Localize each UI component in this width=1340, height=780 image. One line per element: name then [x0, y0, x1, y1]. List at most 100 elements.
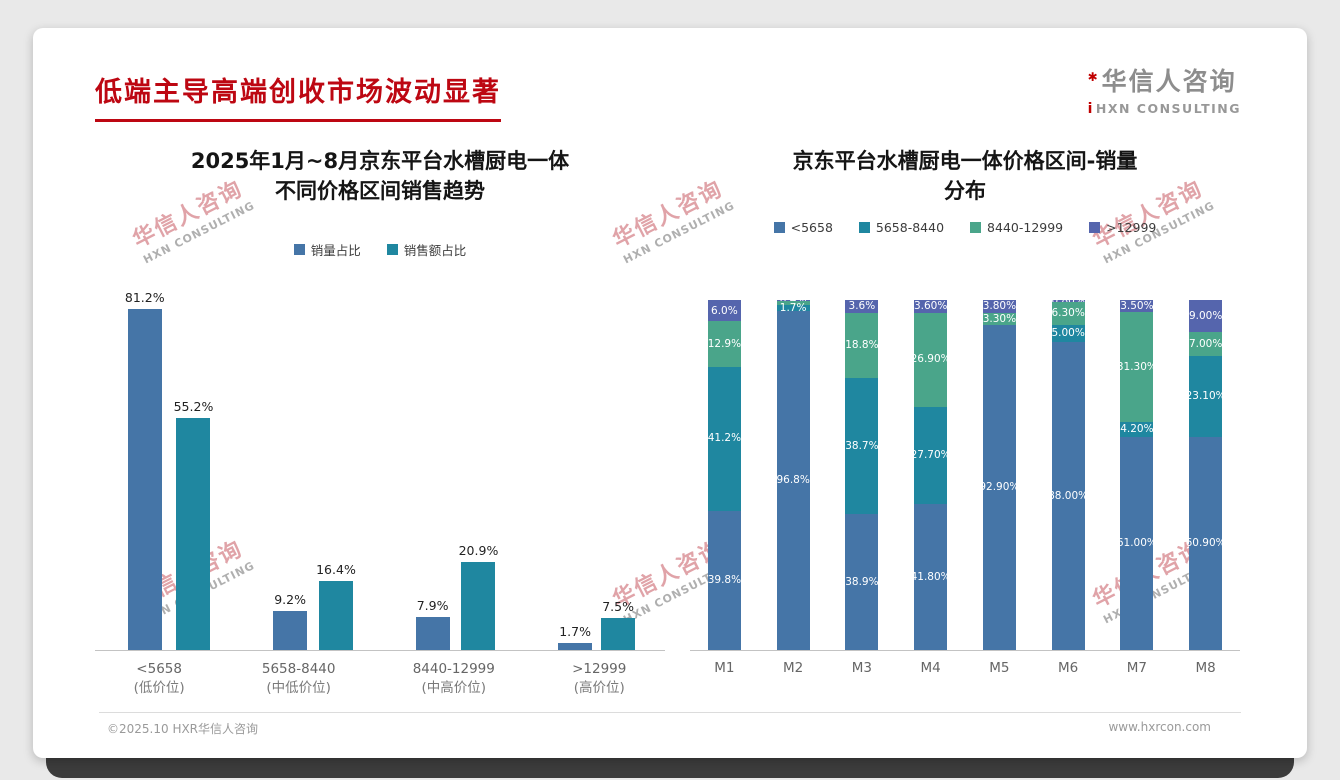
segment-value-label: 3.50% — [1120, 299, 1154, 312]
segment-value-label: 38.7% — [845, 439, 879, 452]
legend-label: <5658 — [790, 220, 833, 235]
page-title: 低端主导高端创收市场波动显著 — [95, 70, 501, 122]
bar-segment: 27.70% — [911, 406, 951, 504]
stacked-bar: 0.80% 6.30% 5.00% 88.00% — [1048, 296, 1088, 650]
logo-cn-text: ✱华信人咨询 — [1088, 62, 1241, 98]
logo-asterisk-icon: ✱ — [1087, 70, 1100, 84]
bar-segment: 38.7% — [845, 378, 879, 514]
left-chart-title-line2: 不同价格区间销售趋势 — [275, 179, 485, 203]
slide: 低端主导高端创收市场波动显著 ✱华信人咨询 i HXN CONSULTING 20… — [33, 28, 1307, 758]
bar-segment: 31.30% — [1117, 312, 1157, 422]
bar-segment: 3.50% — [1120, 299, 1154, 313]
stacked-bar: 3.50% 31.30% 4.20% 61.00% — [1117, 299, 1157, 650]
bar-rect — [127, 309, 162, 650]
segment-value-label: 3.6% — [848, 300, 876, 313]
legend-item: 8440-12999 — [970, 220, 1063, 235]
segment-value-label: 61.00% — [1116, 537, 1157, 549]
bar-segment: 3.80% — [982, 300, 1017, 314]
legend-swatch — [293, 244, 305, 255]
x-axis-label: <5658 (低价位) — [134, 660, 185, 698]
left-chart-xlabels: <5658 (低价位) 5658-8440 (中低价位) 8440-12999 (中高价位… — [95, 660, 665, 698]
right-chart-title-line2: 分布 — [944, 179, 986, 203]
legend-item: 销售额占比 — [386, 240, 467, 259]
footer-url: www.hxrcon.com — [1108, 720, 1211, 734]
segment-value-label: 9.00% — [1188, 309, 1223, 322]
segment-value-label: 1.7% — [779, 301, 807, 314]
x-axis-label: 8440-12999 (中高价位) — [413, 660, 495, 698]
x-axis-label: M3 — [851, 660, 872, 676]
stacked-bar: 3.6% 18.8% 38.7% 38.9% — [845, 300, 879, 650]
bar-segment — [776, 301, 810, 306]
bar-segment: 3.60% — [914, 300, 947, 313]
bar-segment: 9.00% — [1189, 300, 1222, 332]
legend-swatch — [970, 222, 982, 233]
segment-value-label: 3.80% — [982, 300, 1017, 313]
x-axis-label: M4 — [920, 660, 941, 676]
x-axis-label-main: 8440-12999 — [412, 661, 495, 677]
x-axis-label: M5 — [989, 660, 1010, 676]
segment-value-label: 41.2% — [707, 432, 742, 445]
logo-en-text: i HXN CONSULTING — [1088, 101, 1241, 117]
left-chart-legend: 销量占比 销售额占比 — [95, 240, 665, 259]
legend-label: >12999 — [1106, 220, 1157, 235]
bar-value-label: 81.2% — [124, 290, 165, 305]
bar-segment: 18.8% — [845, 312, 879, 379]
bar: 7.5% — [601, 599, 636, 650]
bar-segment: 3.30% — [983, 313, 1016, 325]
legend-label: 销量占比 — [310, 243, 361, 258]
legend-item: >12999 — [1089, 220, 1156, 235]
x-axis-label: M7 — [1126, 660, 1147, 676]
bar-rect — [176, 418, 211, 650]
segment-value-label: 6.30% — [1051, 307, 1085, 320]
x-axis-label-sub: (中高价位) — [421, 680, 487, 696]
bar: 16.4% — [316, 562, 356, 650]
bar-value-label: 20.9% — [458, 543, 499, 558]
x-axis-label-sub: (中低价位) — [266, 680, 331, 696]
bar-group: 7.9% 20.9% — [415, 543, 499, 650]
legend-label: 销售额占比 — [403, 243, 467, 258]
segment-value-label: 92.90% — [979, 481, 1020, 494]
bar-segment: 39.8% — [708, 510, 741, 650]
logo-i-icon: i — [1087, 101, 1094, 117]
left-chart-plot: 81.2% 55.2% 9.2% 16.4% 7.9% 20.9% 1.7% 7.5% — [95, 290, 665, 651]
bar-rect — [461, 562, 496, 650]
segment-value-label: 3.60% — [913, 300, 948, 313]
x-axis-label-sub: (低价位) — [133, 680, 185, 696]
right-chart-xlabels: M1 M2 M3 M4 M5 M6 M7 M8 — [690, 660, 1240, 676]
bar-rect — [318, 581, 353, 650]
x-axis-label-main: 5658-8440 — [261, 661, 336, 677]
left-chart-title-line1: 2025年1月~8月京东平台水槽厨电一体 — [190, 149, 570, 173]
bar-segment: 12.9% — [708, 321, 741, 367]
bar-value-label: 55.2% — [173, 399, 214, 414]
bar-segment: 6.30% — [1051, 302, 1085, 325]
right-chart-legend: <5658 5658-8440 8440-12999 >12999 — [690, 220, 1240, 235]
bar-value-label: 1.7% — [559, 624, 591, 639]
bar-segment: 26.90% — [911, 312, 951, 407]
segment-value-label: 6.0% — [711, 304, 738, 317]
legend-swatch — [773, 222, 785, 233]
segment-value-label: 23.10% — [1185, 390, 1226, 403]
bar-segment: 23.10% — [1186, 356, 1226, 437]
legend-item: 销量占比 — [293, 240, 361, 259]
x-axis-label-main: >12999 — [572, 661, 627, 677]
x-axis-label: M1 — [714, 660, 735, 676]
right-chart-plot: 6.0% 12.9% 41.2% 39.8% 0.4%1.7% 96.8% 3.6% 18.8… — [690, 295, 1240, 651]
bar-segment: 60.90% — [1186, 436, 1226, 650]
bar-rect — [273, 611, 308, 650]
bar: 55.2% — [173, 399, 214, 650]
right-chart-title: 京东平台水槽厨电一体价格区间-销量 分布 — [690, 146, 1240, 206]
x-axis-label-sub: (高价位) — [573, 680, 625, 696]
segment-value-label: 18.8% — [845, 339, 879, 352]
bar-segment: 3.6% — [845, 300, 879, 313]
segment-value-label: 31.30% — [1116, 360, 1157, 373]
segment-value-label: 27.70% — [910, 448, 951, 461]
x-axis-label: M2 — [783, 660, 804, 676]
stacked-bar: 6.0% 12.9% 41.2% 39.8% — [708, 300, 741, 650]
logo-en-label: HXN CONSULTING — [1095, 101, 1241, 116]
segment-value-label: 88.00% — [1048, 489, 1089, 502]
bar-value-label: 7.5% — [602, 599, 634, 614]
legend-swatch — [386, 244, 398, 255]
bar: 7.9% — [415, 598, 450, 650]
segment-value-label: 41.80% — [910, 570, 951, 583]
bar-segment: 7.00% — [1189, 331, 1222, 357]
